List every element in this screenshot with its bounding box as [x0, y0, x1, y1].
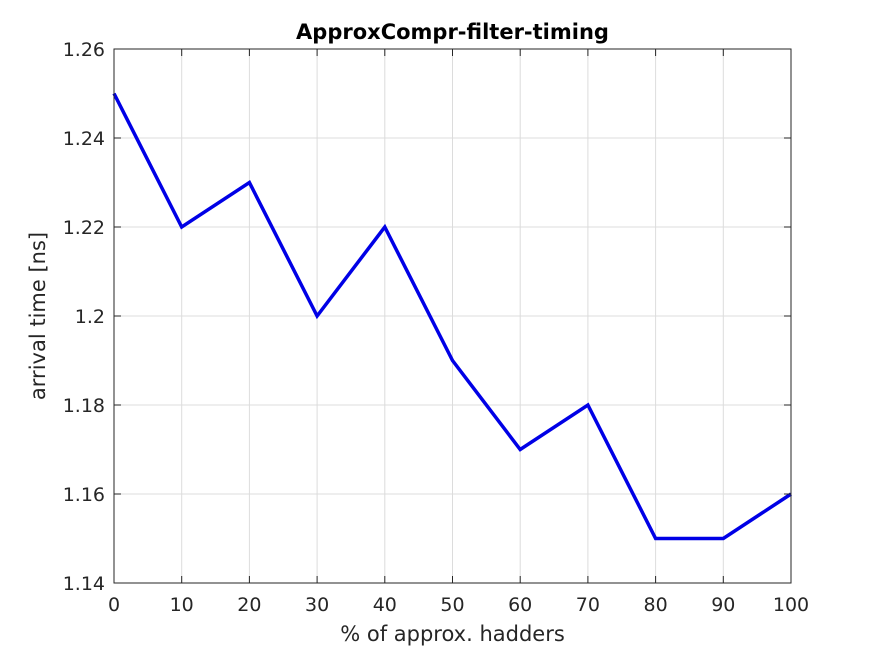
y-tick-label: 1.14	[63, 573, 105, 595]
x-tick-labels: 0 10 20 30 40 50 60 70 80 90 100	[108, 594, 809, 616]
y-tick-label: 1.26	[63, 39, 105, 61]
x-tick-label: 40	[373, 594, 397, 616]
y-tick-label: 1.18	[63, 395, 105, 417]
y-tick-label: 1.22	[63, 217, 105, 239]
x-tick-label: 100	[773, 594, 809, 616]
y-tick-label: 1.2	[75, 306, 105, 328]
x-tick-label: 30	[305, 594, 329, 616]
x-tick-label: 10	[170, 594, 194, 616]
chart-title: ApproxCompr-filter-timing	[296, 20, 609, 44]
x-tick-label: 50	[440, 594, 464, 616]
y-axis-label: arrival time [ns]	[26, 232, 50, 400]
x-tick-label: 20	[237, 594, 261, 616]
x-axis-label: % of approx. hadders	[340, 622, 565, 646]
axis-ticks	[113, 48, 792, 584]
x-tick-label: 80	[644, 594, 668, 616]
x-tick-label: 70	[576, 594, 600, 616]
x-tick-label: 60	[508, 594, 532, 616]
y-tick-labels: 1.14 1.16 1.18 1.2 1.22 1.24 1.26	[63, 39, 105, 595]
x-tick-label: 90	[711, 594, 735, 616]
x-tick-label: 0	[108, 594, 120, 616]
y-tick-label: 1.24	[63, 128, 105, 150]
y-tick-label: 1.16	[63, 484, 105, 506]
